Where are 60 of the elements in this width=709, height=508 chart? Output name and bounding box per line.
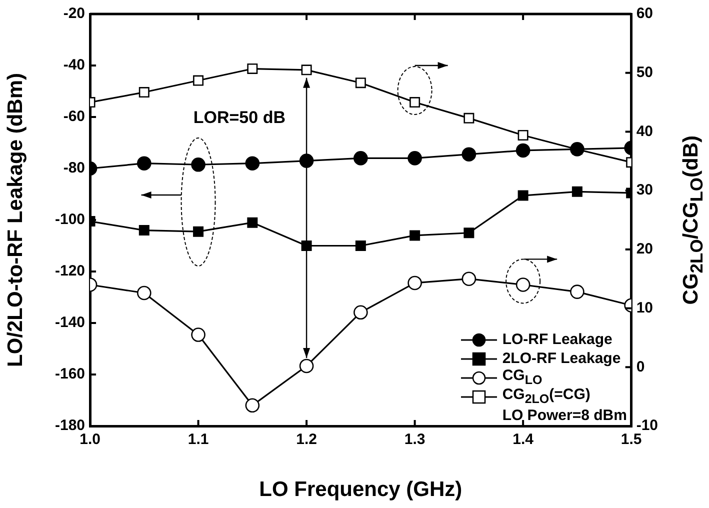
y2-tick-label: 0	[636, 358, 645, 376]
point	[193, 226, 204, 237]
y-tick-label: -160	[54, 366, 86, 383]
y2-tick-label: 40	[636, 122, 654, 140]
point	[464, 228, 474, 238]
point	[137, 156, 152, 170]
point	[354, 305, 368, 320]
point	[193, 75, 204, 86]
point	[462, 147, 476, 162]
point	[354, 151, 368, 166]
legend-label: 2LO-RF Leakage	[502, 349, 621, 368]
point	[138, 87, 150, 98]
x-tick-label: 1.3	[404, 431, 426, 448]
y2-tick-label: 20	[636, 240, 654, 258]
point	[301, 64, 312, 76]
point	[572, 186, 582, 197]
point	[570, 284, 584, 299]
point	[410, 97, 420, 108]
point	[518, 190, 528, 201]
x-tick-label: 1.4	[512, 431, 534, 448]
annotation: LO Power=8 dBm	[501, 406, 627, 425]
point	[516, 143, 530, 158]
x-tick-label: 1.1	[188, 431, 209, 448]
point	[245, 398, 260, 413]
legend-label: LO-RF Leakage	[502, 330, 612, 349]
point	[408, 276, 422, 290]
point	[137, 286, 152, 300]
legend-label: CG$_{LO}$	[502, 366, 542, 386]
y-tick-label: -140	[54, 314, 86, 332]
point	[247, 63, 258, 74]
x-tick-label: 1.2	[296, 431, 317, 448]
point	[355, 78, 366, 88]
legend-label: CG$_{2LO}$(=CG)	[502, 384, 590, 408]
y2-tick-label: 30	[636, 182, 654, 199]
y2-tick-label: 50	[636, 64, 654, 81]
y2-tick-label: 60	[636, 5, 654, 22]
y-tick-label: -60	[63, 108, 86, 126]
point	[245, 156, 260, 170]
point	[301, 240, 312, 251]
y-tick-label: -40	[63, 56, 86, 74]
y-tick-label: -120	[54, 262, 86, 280]
point	[464, 112, 474, 124]
point	[410, 230, 420, 241]
y-tick-label: -100	[54, 211, 86, 228]
point	[518, 130, 528, 140]
point	[247, 217, 258, 228]
y2-tick-label: 10	[636, 299, 654, 316]
point	[355, 240, 366, 251]
point	[191, 328, 206, 342]
y-tick-label: -80	[63, 160, 86, 177]
point	[408, 151, 422, 166]
point	[299, 154, 314, 168]
point	[138, 225, 150, 236]
annotation: LOR=50 dB	[193, 108, 286, 127]
point	[299, 358, 314, 374]
y-tick-label: -20	[63, 5, 86, 22]
y-axis-title: LO/2LO-to-RF Leakage (dBm)	[4, 72, 28, 368]
point	[191, 157, 206, 172]
point	[462, 272, 476, 286]
x-axis-title: LO Frequency (GHz)	[259, 478, 462, 502]
